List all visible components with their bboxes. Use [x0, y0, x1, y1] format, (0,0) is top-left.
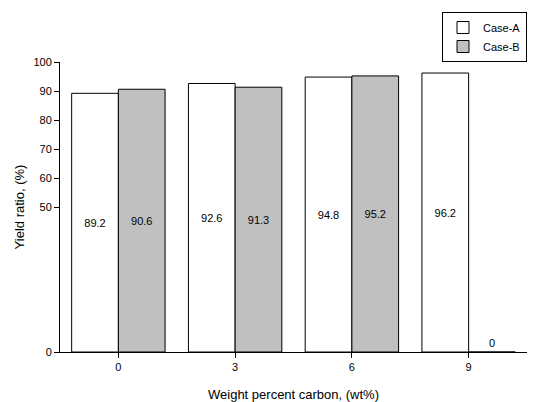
svg-text:Case-A: Case-A: [483, 22, 520, 34]
svg-text:50: 50: [40, 201, 52, 213]
svg-text:3: 3: [232, 361, 238, 373]
svg-text:100: 100: [33, 56, 51, 68]
svg-text:95.2: 95.2: [365, 208, 386, 220]
svg-text:70: 70: [40, 143, 52, 155]
svg-text:Yield ratio, (%): Yield ratio, (%): [12, 165, 27, 250]
svg-text:Weight percent carbon, (wt%): Weight percent carbon, (wt%): [208, 387, 379, 402]
svg-text:6: 6: [349, 361, 355, 373]
svg-text:0: 0: [489, 337, 495, 349]
svg-text:92.6: 92.6: [201, 212, 222, 224]
svg-text:90: 90: [40, 85, 52, 97]
svg-text:94.8: 94.8: [318, 209, 339, 221]
svg-text:90.6: 90.6: [131, 215, 152, 227]
svg-text:0: 0: [115, 361, 121, 373]
svg-text:96.2: 96.2: [435, 207, 456, 219]
svg-text:80: 80: [40, 114, 52, 126]
svg-text:9: 9: [466, 361, 472, 373]
svg-text:60: 60: [40, 172, 52, 184]
svg-text:0: 0: [46, 346, 52, 358]
svg-text:91.3: 91.3: [248, 214, 269, 226]
svg-text:Case-B: Case-B: [483, 41, 520, 53]
svg-text:89.2: 89.2: [84, 217, 105, 229]
